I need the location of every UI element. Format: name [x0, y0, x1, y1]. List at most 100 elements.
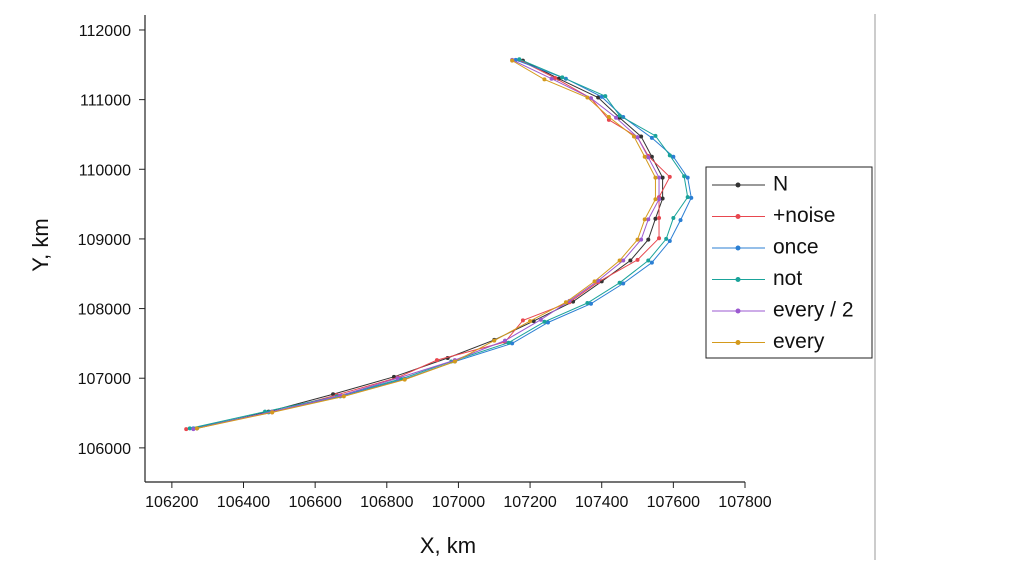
data-point	[563, 300, 568, 305]
data-point	[657, 216, 662, 221]
data-point	[678, 218, 683, 223]
data-point	[671, 216, 676, 221]
data-point	[553, 76, 558, 81]
data-point	[402, 377, 407, 382]
data-point	[621, 258, 626, 263]
data-point	[520, 318, 525, 323]
data-point	[631, 134, 636, 139]
data-point	[585, 95, 590, 100]
series-line	[189, 58, 689, 429]
legend-text: +noise	[773, 204, 835, 227]
legend-marker	[735, 182, 741, 188]
y-tick-label: 111000	[80, 93, 131, 110]
data-point	[653, 133, 658, 138]
data-point	[635, 237, 640, 242]
x-tick-label: 106400	[217, 494, 270, 511]
x-tick-label: 106600	[288, 494, 341, 511]
x-tick-label: 106200	[145, 494, 198, 511]
legend-marker	[735, 308, 741, 314]
data-point	[542, 319, 547, 324]
data-point	[646, 237, 651, 242]
data-point	[395, 376, 400, 381]
y-axis-label: Y, km	[28, 218, 53, 271]
data-point	[667, 174, 672, 179]
data-point	[184, 427, 189, 432]
y-tick-label: 110000	[79, 162, 131, 179]
data-point	[653, 175, 658, 180]
data-point	[194, 426, 199, 431]
data-point	[685, 195, 690, 200]
y-tick-label: 107000	[78, 371, 131, 388]
data-point	[667, 153, 672, 158]
data-point	[503, 338, 507, 343]
legend-box	[705, 166, 873, 359]
series-line	[193, 59, 660, 430]
data-point	[649, 154, 654, 159]
legend-text: not	[773, 267, 802, 290]
data-point	[657, 175, 662, 180]
data-point	[642, 217, 647, 222]
data-point	[664, 236, 669, 241]
data-point	[341, 394, 346, 399]
x-tick-label: 107200	[503, 494, 556, 511]
data-point	[646, 155, 651, 160]
data-point	[649, 260, 654, 265]
data-point	[603, 94, 608, 99]
data-point	[635, 135, 640, 140]
data-point	[606, 115, 611, 120]
data-point	[646, 258, 651, 263]
data-point	[592, 279, 597, 284]
data-point	[542, 77, 547, 82]
data-point	[452, 359, 457, 364]
legend-text: N	[773, 173, 788, 196]
data-point	[549, 76, 554, 81]
data-point	[646, 217, 651, 222]
y-tick-label: 109000	[78, 232, 131, 249]
data-point	[657, 236, 662, 241]
data-point	[560, 75, 565, 80]
data-point	[191, 427, 196, 432]
data-point	[635, 257, 640, 262]
data-point	[187, 426, 192, 431]
legend-marker	[735, 277, 741, 282]
data-point	[517, 57, 522, 62]
y-tick-label: 106000	[78, 441, 131, 458]
data-point	[585, 301, 590, 306]
series-line	[196, 60, 656, 429]
data-point	[492, 338, 497, 343]
data-point	[617, 280, 622, 285]
data-point	[639, 134, 644, 139]
data-point	[660, 196, 665, 201]
x-tick-label: 107600	[647, 494, 700, 511]
data-point	[588, 301, 593, 306]
data-point	[599, 94, 604, 99]
legend-marker	[735, 245, 741, 251]
data-point	[596, 95, 601, 100]
data-point	[649, 135, 654, 140]
data-point	[660, 175, 665, 180]
x-tick-label: 107400	[575, 494, 628, 511]
data-point	[538, 317, 543, 322]
data-point	[510, 58, 515, 63]
data-point	[606, 117, 611, 122]
data-point	[621, 281, 626, 286]
legend-text: once	[773, 236, 819, 259]
x-tick-label: 107000	[432, 494, 485, 511]
x-tick-label: 106800	[360, 494, 413, 511]
data-point	[671, 154, 676, 159]
series-line	[186, 59, 671, 430]
legend-text: every / 2	[773, 299, 854, 322]
data-point	[639, 237, 644, 242]
data-point	[528, 319, 533, 324]
data-point	[642, 154, 647, 159]
y-tick-label: 108000	[78, 302, 131, 319]
data-point	[506, 340, 511, 345]
legend-marker	[735, 340, 741, 345]
data-point	[689, 195, 694, 200]
x-axis-label: X, km	[420, 533, 476, 558]
x-tick-label: 107800	[718, 494, 771, 511]
data-point	[653, 216, 658, 221]
data-point	[682, 174, 687, 179]
y-tick-label: 112000	[79, 23, 131, 40]
data-point	[667, 239, 672, 244]
